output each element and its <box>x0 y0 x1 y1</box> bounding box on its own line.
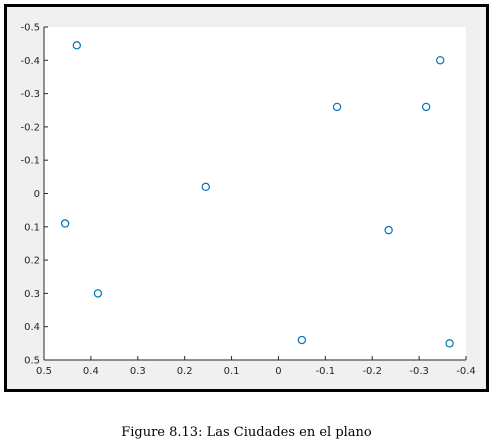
axes: 0.5 0.4 0.3 0.2 0.1 0 -0.1 -0.2 -0.3 -0.4 -0.5 -0.4… <box>20 23 475 378</box>
y-tick-label: 0.1 <box>24 222 40 233</box>
x-tick-label: 0.4 <box>83 366 99 377</box>
y-tick-label: -0.5 <box>20 23 40 34</box>
x-tick-label: 0.5 <box>36 366 52 377</box>
plot-area <box>44 27 466 360</box>
x-tick-label: 0.2 <box>177 366 193 377</box>
y-tick-label: 0.5 <box>24 356 40 367</box>
data-point <box>384 225 393 235</box>
data-point <box>201 182 210 192</box>
y-tick-label: 0.2 <box>24 256 40 267</box>
data-point <box>93 289 103 298</box>
x-tick-label: 0.3 <box>130 366 146 377</box>
x-tick-label: -0.4 <box>456 366 476 377</box>
data-point <box>445 339 454 348</box>
data-point <box>332 102 342 112</box>
y-tick-label: -0.1 <box>20 156 40 167</box>
y-tick-label: -0.2 <box>20 122 40 133</box>
y-tick-label: 0.4 <box>24 322 40 333</box>
data-points <box>60 41 454 348</box>
y-tick-label: 0.3 <box>24 289 40 300</box>
y-tick-label: -0.4 <box>20 56 40 67</box>
data-point <box>421 102 431 112</box>
data-point <box>297 335 307 345</box>
x-tick-label: -0.2 <box>362 366 382 377</box>
scatter-chart: 0.5 0.4 0.3 0.2 0.1 0 -0.1 -0.2 -0.3 -0.4 -0.5 -0.4… <box>20 23 475 378</box>
data-point <box>436 56 445 65</box>
figure-caption: Figure 8.13: Las Ciudades en el plano <box>121 425 372 440</box>
y-tick-label: -0.3 <box>20 89 40 100</box>
x-tick-label: 0 <box>275 366 281 377</box>
data-point <box>60 219 70 228</box>
x-tick-label: -0.3 <box>409 366 429 377</box>
x-tick-label: 0.1 <box>224 366 240 377</box>
y-tick-label: 0 <box>34 189 40 200</box>
data-point <box>72 41 82 50</box>
x-tick-label: -0.1 <box>316 366 336 377</box>
